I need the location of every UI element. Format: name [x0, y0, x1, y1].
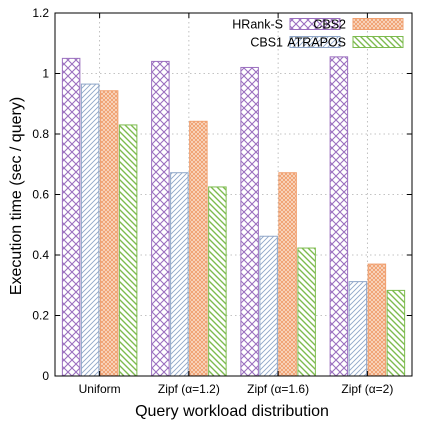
y-tick-label: 1: [42, 67, 49, 81]
legend-swatch-hrank-s: [289, 18, 341, 30]
bar-hrank-s-1: [151, 60, 170, 377]
bar-cbs2-1: [189, 120, 208, 377]
bar-cbs2-0: [99, 90, 119, 377]
legend-label-cbs2: CBS2: [313, 18, 346, 32]
bar-cbs2-3: [367, 263, 387, 377]
bar-hrank-s-3: [329, 56, 349, 377]
bar-atrapos-2: [297, 247, 316, 377]
y-tick-label: 0: [42, 369, 49, 383]
y-tick-label: 0.4: [32, 248, 49, 262]
y-tick-label: 0.2: [32, 309, 49, 323]
legend-label-atrapos: ATRAPOS: [287, 36, 346, 50]
x-axis: Uniform Zipf (α=1.2) Zipf (α=1.6) Zipf (α=2…: [79, 13, 393, 396]
legend: HRank-S CBS2 CBS1 ATRAPOS: [232, 18, 404, 50]
bar-cbs1-3: [348, 281, 368, 377]
y-tick-label: 1.2: [32, 6, 49, 20]
x-tick-label: Uniform: [79, 382, 121, 396]
legend-label-cbs1: CBS1: [250, 36, 283, 50]
y-tick-label: 0.6: [32, 188, 49, 202]
bar-hrank-s-2: [240, 66, 259, 377]
bar-atrapos-3: [386, 289, 406, 377]
legend-swatch-cbs2: [352, 18, 404, 30]
legend-swatch-cbs1: [289, 36, 341, 48]
x-tick-label: Zipf (α=1.2): [158, 382, 220, 396]
y-tick-label: 0.8: [32, 127, 49, 141]
bar-cbs1-0: [80, 83, 100, 377]
bar-atrapos-0: [118, 124, 138, 377]
legend-label-hrank-s: HRank-S: [232, 18, 283, 32]
bars: [61, 56, 406, 377]
bar-atrapos-1: [208, 186, 227, 377]
x-axis-label: Query workload distribution: [135, 403, 329, 420]
bar-cbs1-2: [259, 235, 278, 377]
legend-swatch-atrapos: [352, 36, 404, 48]
x-tick-label: Zipf (α=1.6): [247, 382, 309, 396]
y-axis-label: Execution time (sec / query): [8, 97, 25, 295]
y-axis: 0 0.2 0.4 0.6 0.8 1 1.2: [32, 6, 412, 383]
bar-hrank-s-0: [61, 57, 81, 377]
x-tick-label: Zipf (α=2): [341, 382, 393, 396]
bar-cbs1-1: [170, 172, 189, 377]
bar-cbs2-2: [278, 172, 297, 377]
